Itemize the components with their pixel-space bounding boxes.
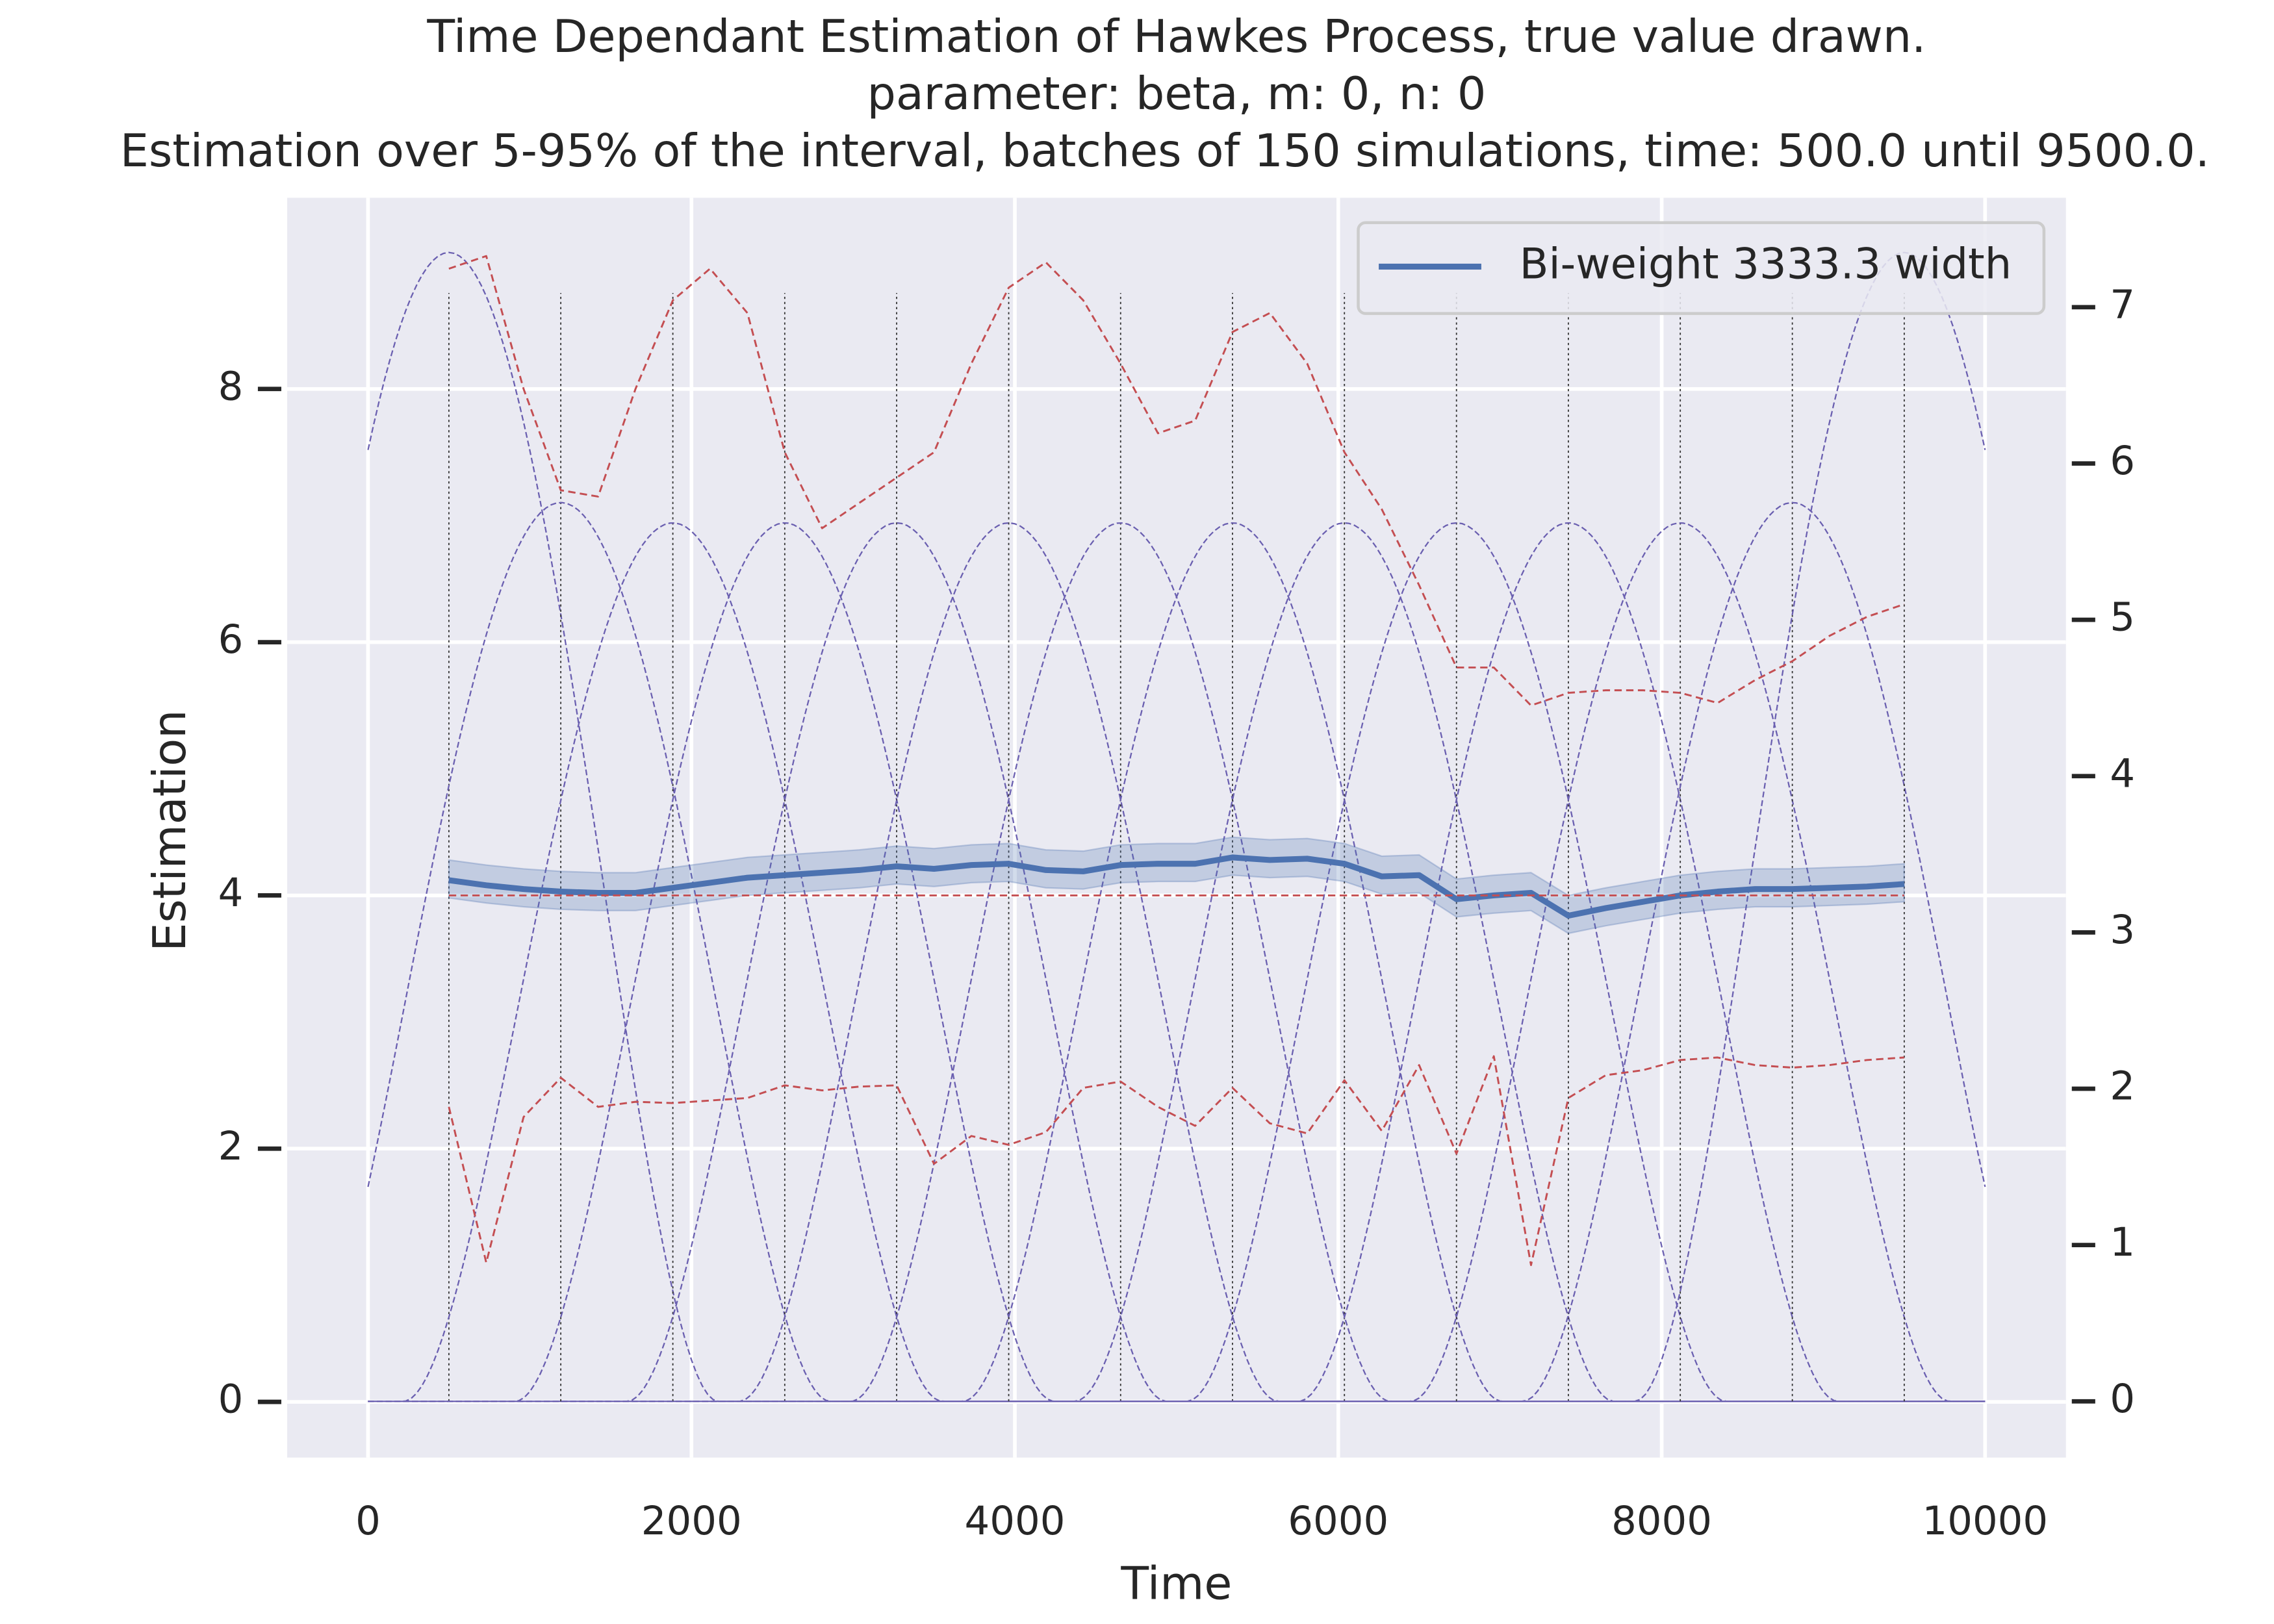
x-tick-label: 6000	[1288, 1498, 1388, 1544]
confidence-band	[448, 836, 1906, 935]
chart-title: Time Dependant Estimation of Hawkes Proc…	[426, 10, 1926, 63]
kernel-curve	[368, 251, 1986, 1402]
y2-tick-label: 1	[2110, 1219, 2135, 1265]
chart-subtitle: Estimation over 5-95% of the interval, b…	[120, 125, 2210, 177]
x-tick-label: 4000	[965, 1498, 1066, 1544]
data-line	[448, 1055, 1904, 1267]
y-tick-label: 6	[218, 616, 244, 663]
y2-tick-label: 4	[2110, 750, 2135, 796]
y-axis-label: Estimation	[144, 710, 196, 952]
y2-tick-label: 3	[2110, 907, 2135, 953]
y2-tick-label: 5	[2110, 594, 2135, 641]
legend-label: Bi-weight 3333.3 width	[1520, 239, 2012, 288]
x-tick-label: 2000	[641, 1498, 742, 1544]
y2-tick-label: 0	[2110, 1376, 2135, 1422]
x-tick-label: 10000	[1922, 1498, 2048, 1544]
y-tick-label: 0	[218, 1377, 244, 1423]
y-tick-label: 4	[218, 870, 244, 916]
x-tick-label: 8000	[1611, 1498, 1712, 1544]
y-tick-label: 8	[218, 363, 244, 409]
y-tick-label: 2	[218, 1123, 244, 1169]
y2-tick-label: 6	[2110, 438, 2135, 484]
y2-tick-label: 7	[2110, 281, 2135, 327]
legend-box	[1357, 221, 2046, 315]
kernel-curve	[368, 522, 1986, 1402]
x-axis-label: Time	[1120, 1557, 1232, 1610]
y2-tick-label: 2	[2110, 1063, 2135, 1110]
plot-area	[287, 197, 2066, 1458]
data-line	[448, 255, 1905, 707]
chart-subtitle: parameter: beta, m: 0, n: 0	[867, 68, 1486, 120]
data-line	[448, 854, 1905, 919]
x-tick-label: 0	[355, 1498, 381, 1544]
